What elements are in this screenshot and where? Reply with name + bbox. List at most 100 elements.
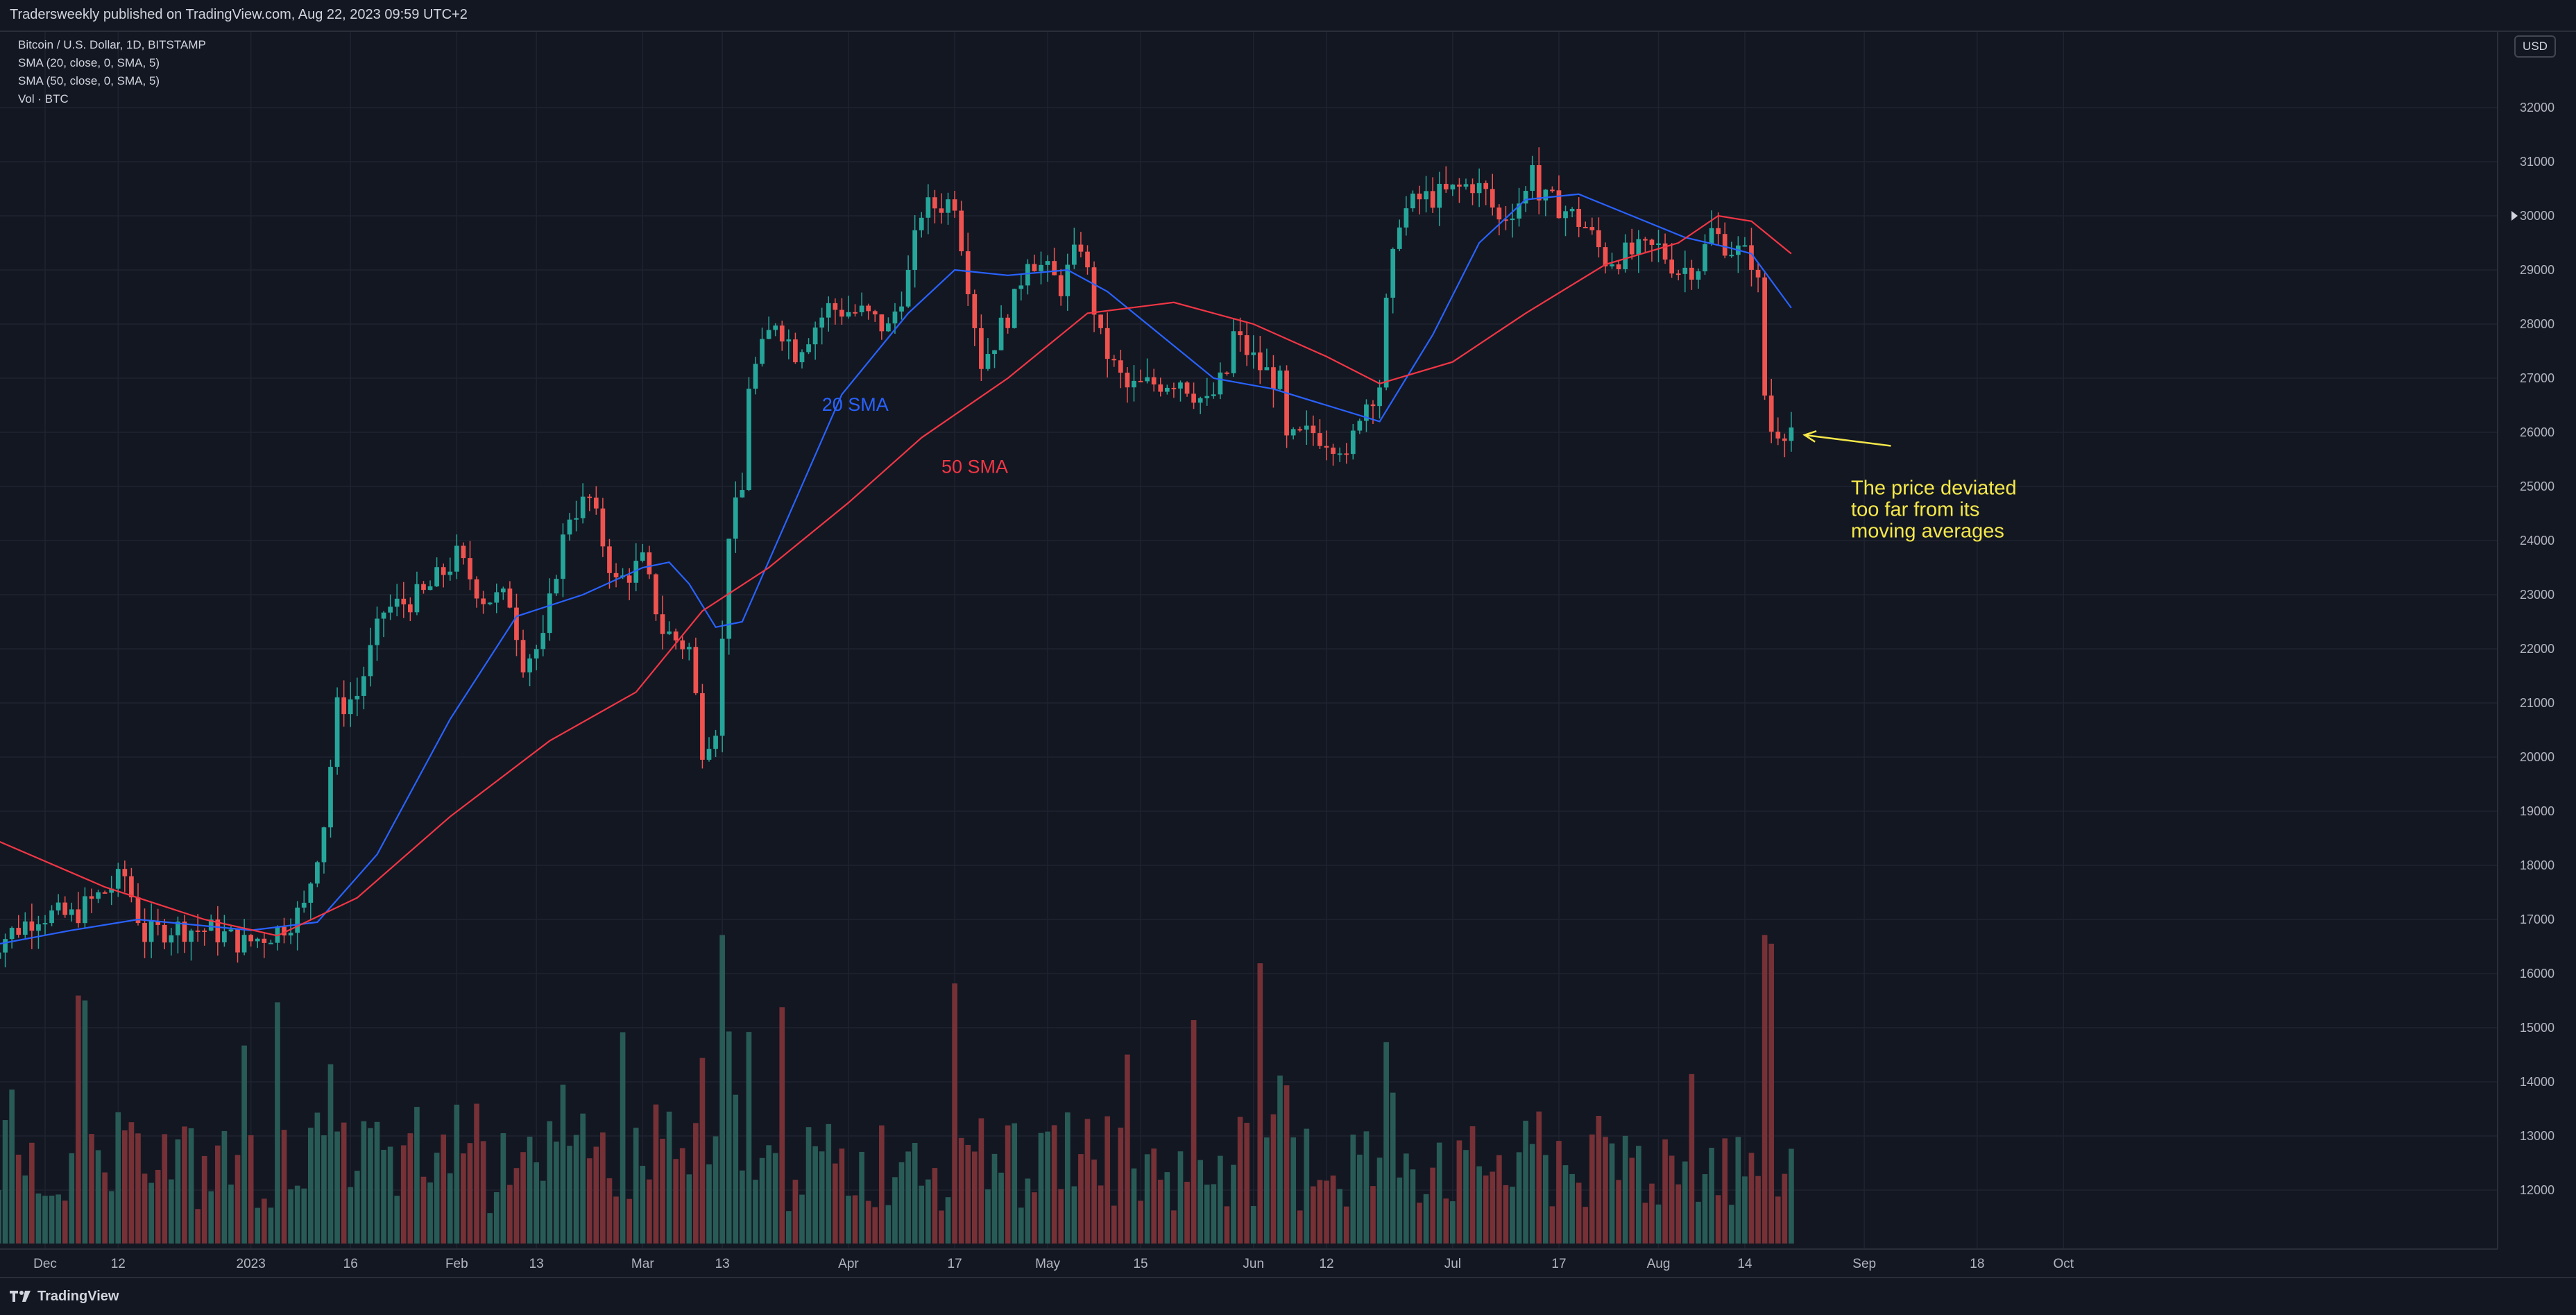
candle-body [719,638,725,736]
candle-body [965,251,971,294]
candle [1065,253,1071,311]
candle [348,682,353,727]
candle-body [1669,260,1674,274]
x-tick-label: Feb [445,1257,468,1271]
volume-bar [1768,943,1775,1244]
volume-bar [1649,1183,1655,1244]
candle [1271,355,1276,408]
candle [368,627,373,687]
volume-bar [241,1045,247,1244]
candle [1032,254,1037,272]
candle [806,338,811,355]
volume-bar [361,1121,367,1244]
candle-body [600,508,606,547]
volume-bar [958,1137,964,1244]
candle [1709,210,1714,246]
volume-bar [1264,1137,1270,1244]
candle-body [905,269,911,307]
volume-bar [939,1210,944,1244]
candle [1490,173,1495,216]
candle [1636,230,1641,273]
candle [1470,178,1475,205]
volume-bar [135,1133,141,1244]
candle [1536,147,1542,214]
volume-bar [613,1196,619,1244]
candle-body [83,896,87,924]
volume-bar [214,1145,221,1244]
volume-bar [234,1155,241,1244]
y-tick-label: 16000 [2520,967,2554,981]
candle-body [1257,352,1263,371]
candle [441,563,446,588]
volume-bar [1662,1139,1668,1244]
volume-bar [1224,1206,1230,1244]
candle [693,637,699,695]
volume-bar [932,1168,938,1244]
x-tick-label: Apr [838,1257,859,1271]
candle [939,193,944,224]
volume-bar [334,1131,340,1244]
candle [680,636,685,659]
candle-body [607,546,612,573]
candle-body [1616,264,1621,269]
volume-bar [812,1146,818,1244]
candle [647,545,652,579]
volume-bar [1642,1203,1648,1244]
candle-body [1483,183,1489,189]
volume-bar [1177,1151,1184,1244]
candle-body [799,352,805,363]
candle-body [1576,209,1582,227]
candle-body [162,924,167,943]
volume-bar [1622,1135,1628,1244]
candle-body [315,862,320,884]
volume-bar [447,1173,453,1244]
legend-sma20[interactable]: SMA (20, close, 0, SMA, 5) [18,56,160,69]
volume-bar [1503,1185,1509,1244]
legend-volume[interactable]: Vol · BTC [18,92,69,105]
volume-bar [1211,1184,1217,1244]
volume-bar [673,1159,679,1244]
volume-bar [580,1113,586,1244]
candle [461,542,466,565]
candle [1762,273,1767,400]
volume-bar [1350,1135,1356,1244]
volume-bars [0,935,1794,1244]
annotation-line: too far from its [1851,499,1979,521]
tradingview-logo[interactable]: TradingView [10,1287,119,1306]
candle-body [733,497,738,539]
legend-sma50[interactable]: SMA (50, close, 0, SMA, 5) [18,74,160,87]
candle [1178,380,1183,402]
candle-body [109,888,114,893]
legend-symbol[interactable]: Bitcoin / U.S. Dollar, 1D, BITSTAMP [18,38,206,51]
candle [946,192,950,225]
candle-body [375,618,379,645]
candle-body [487,602,493,604]
candle-body [49,910,54,924]
y-tick-label: 19000 [2520,804,2554,818]
candle-body [1755,269,1761,278]
y-tick-label: 27000 [2520,371,2554,385]
candle [1703,234,1707,275]
volume-bar [1562,1165,1569,1244]
candle-body [1722,234,1728,256]
candle [1297,426,1303,432]
candle [819,307,825,345]
candle-body [939,208,944,213]
candle-body [1085,251,1090,268]
candle-body [926,197,931,218]
candle-body [176,922,180,935]
volume-bar [1404,1153,1409,1244]
volume-bar [892,1177,898,1244]
volume-bar [115,1112,121,1244]
candle-body [1091,267,1097,315]
y-tick-label: 26000 [2520,425,2554,439]
candle-body [262,938,267,943]
candle-body [241,935,247,953]
candle-body [42,923,48,925]
candle [1476,168,1482,207]
candle [202,928,207,946]
currency-button[interactable]: USD [2514,35,2556,58]
volume-bar [706,1164,712,1244]
candle [1569,207,1575,218]
